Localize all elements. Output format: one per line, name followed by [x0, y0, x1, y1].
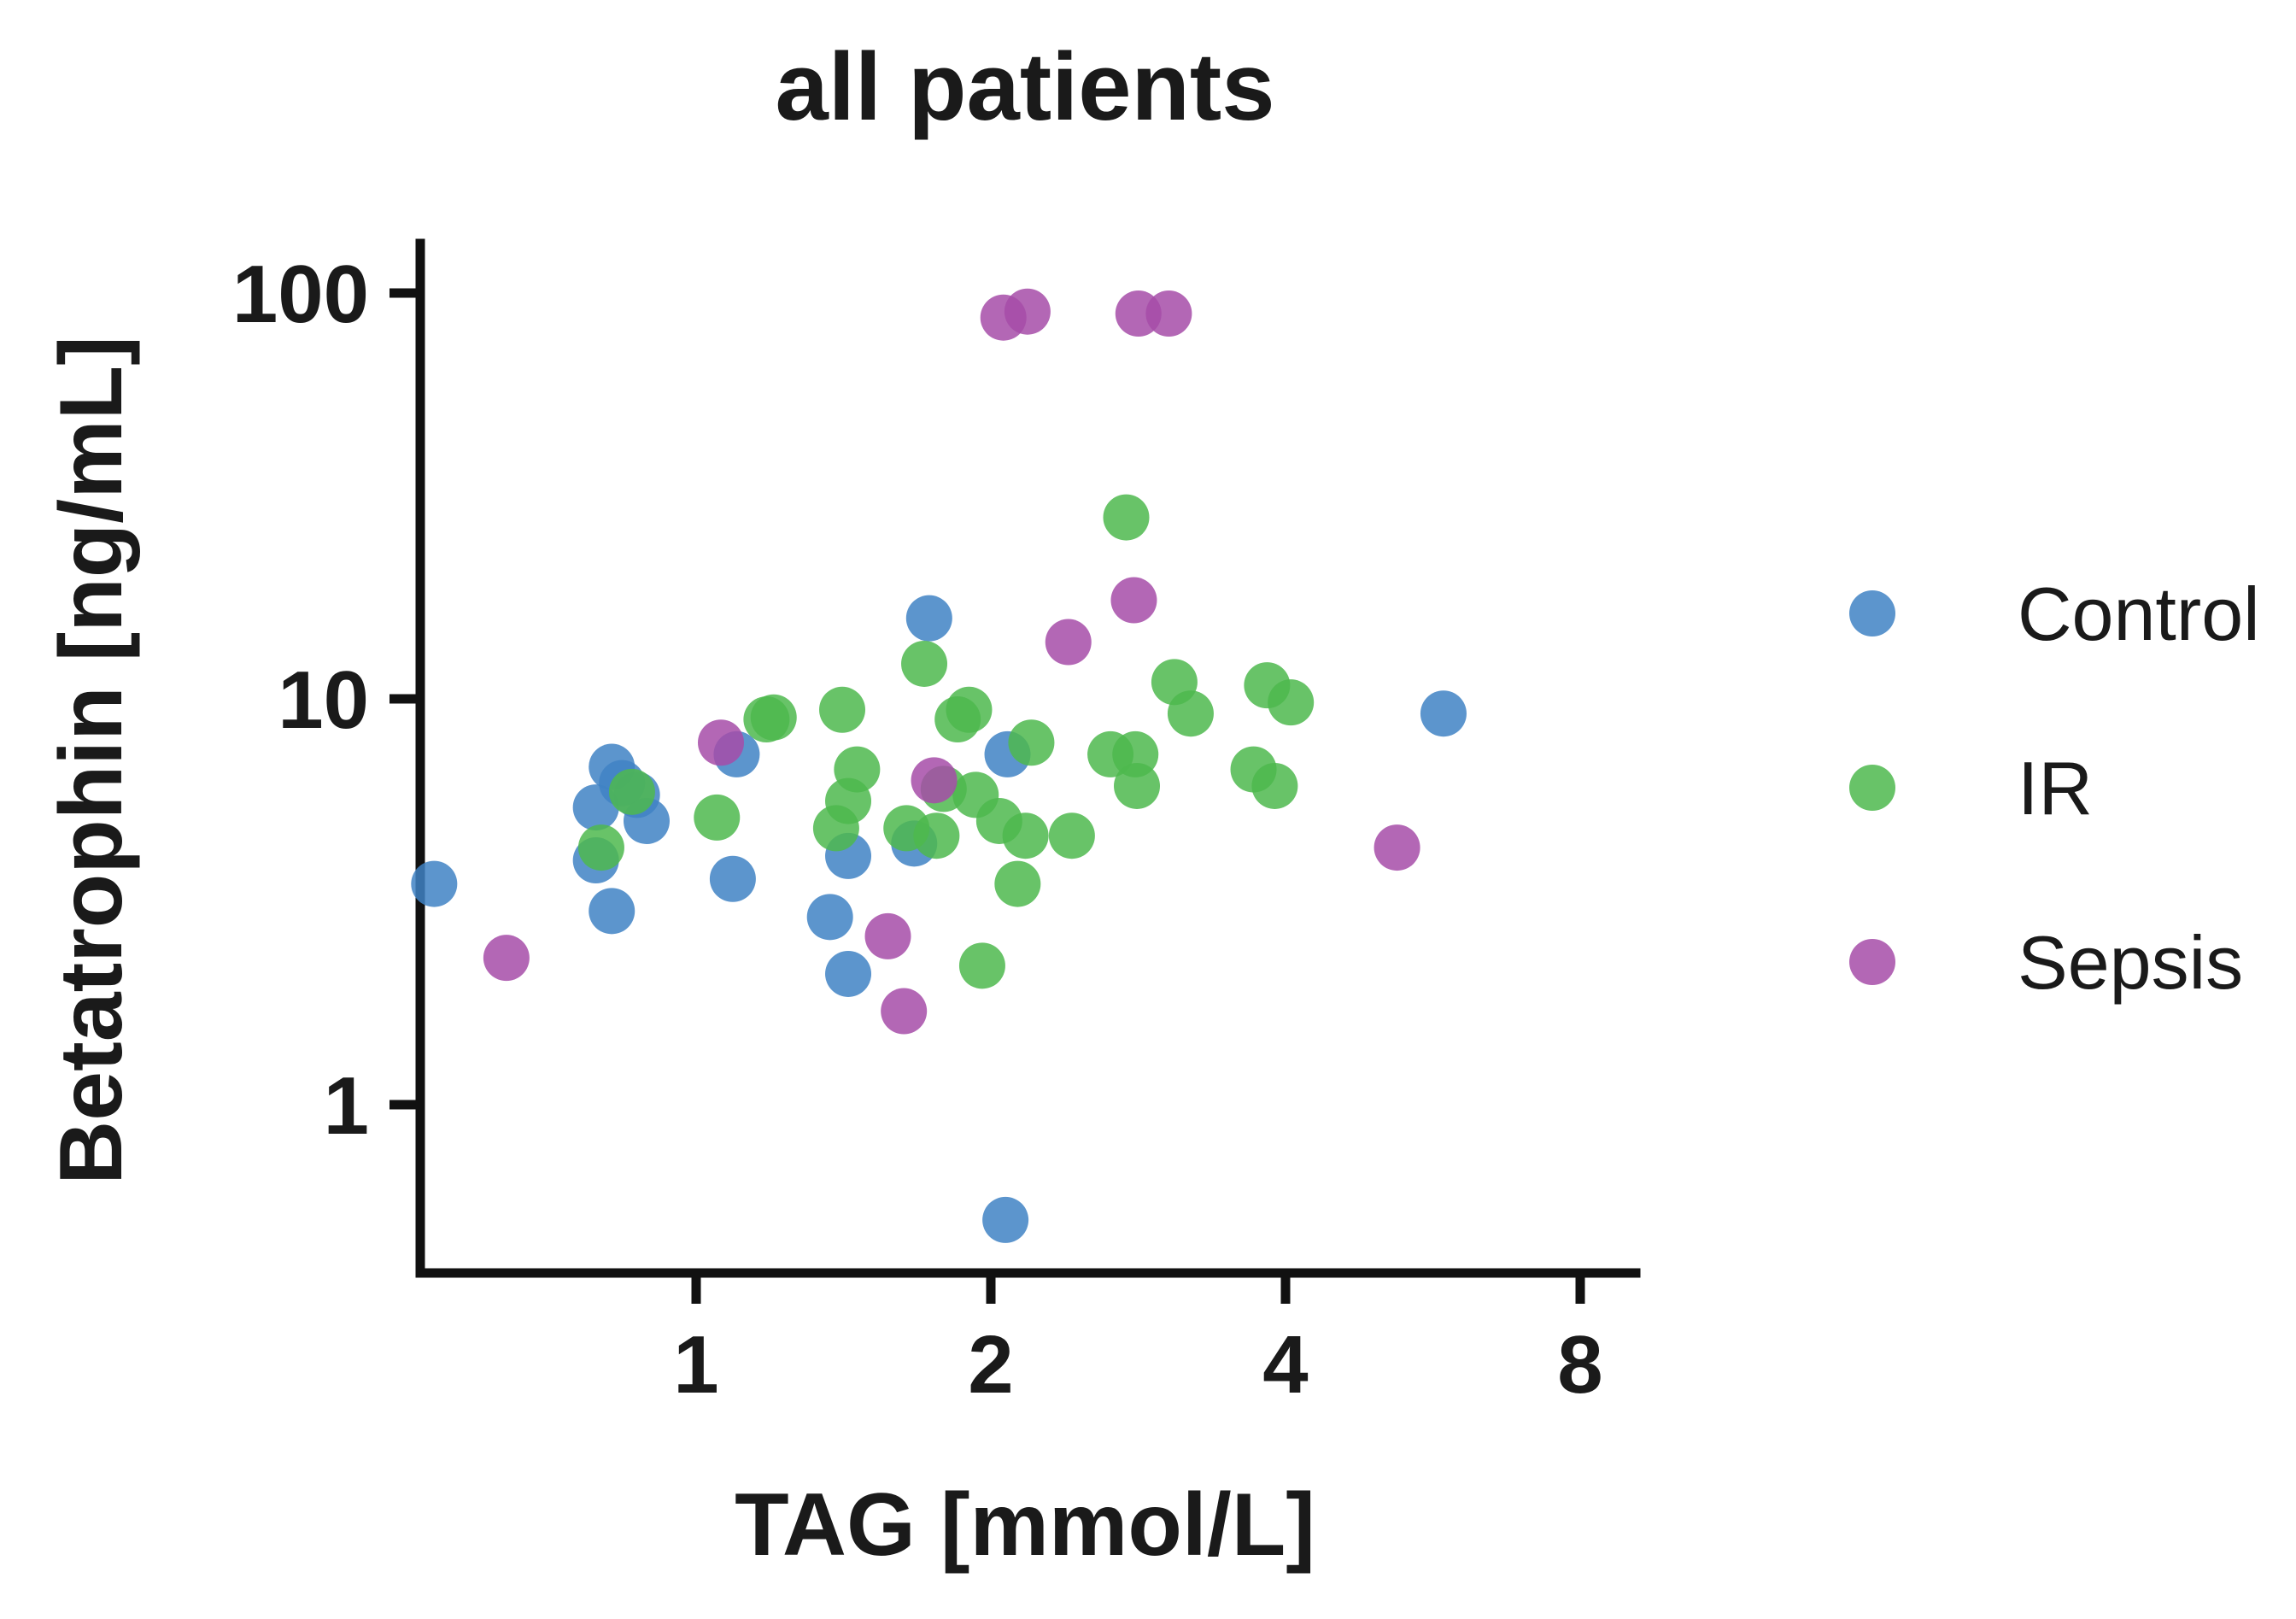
data-point-ir: [1114, 762, 1161, 809]
data-point-ir: [1008, 719, 1055, 766]
legend-label-ir: IR: [2018, 746, 2093, 830]
legend-label-sepsis: Sepsis: [2018, 920, 2243, 1005]
chart-title: all patients: [775, 33, 1274, 140]
data-point-ir: [958, 942, 1005, 989]
legend: Control IR Sepsis: [1849, 572, 2260, 1005]
data-point-ir: [913, 812, 960, 859]
data-point-ir: [994, 860, 1041, 907]
data-point-sepsis: [1045, 619, 1092, 666]
data-point-control: [589, 888, 636, 935]
legend-marker-ir: [1849, 765, 1895, 811]
x-tick-label: 8: [1557, 1319, 1602, 1411]
data-point-control: [411, 860, 458, 907]
x-tick-label: 4: [1262, 1319, 1308, 1411]
data-point-ir: [1167, 690, 1214, 737]
data-point-ir: [750, 694, 797, 741]
data-point-control: [825, 950, 872, 997]
data-point-sepsis: [881, 988, 928, 1035]
data-point-control: [982, 1196, 1029, 1243]
data-point-sepsis: [698, 719, 745, 766]
y-axis-label: Betatrophin [ng/mL]: [42, 336, 141, 1185]
data-point-ir: [901, 640, 948, 687]
data-point-sepsis: [1374, 824, 1420, 871]
data-point-ir: [608, 768, 655, 815]
data-point-sepsis: [1004, 288, 1051, 335]
data-point-sepsis: [864, 912, 911, 959]
data-point-ir: [577, 824, 624, 871]
legend-marker-control: [1849, 590, 1895, 636]
data-point-control: [806, 894, 853, 941]
x-axis-label: TAG [mmol/L]: [735, 1475, 1315, 1575]
data-point-ir: [1268, 679, 1315, 726]
y-tick-label: 10: [278, 654, 369, 746]
legend-label-control: Control: [2018, 572, 2260, 656]
legend-marker-sepsis: [1849, 939, 1895, 985]
data-point-control: [709, 855, 756, 902]
data-point-ir: [1048, 812, 1095, 859]
data-point-ir: [1103, 494, 1150, 541]
axis-lines: [415, 238, 1641, 1278]
x-tick-label: 1: [673, 1319, 718, 1411]
y-tick-label: 1: [324, 1060, 369, 1152]
data-points: [411, 288, 1467, 1243]
axes: 1 10 100 1 2 4 8: [232, 238, 1641, 1411]
y-tick-label: 100: [232, 249, 369, 340]
data-point-sepsis: [911, 757, 958, 804]
data-point-sepsis: [483, 935, 530, 982]
data-point-control: [1420, 690, 1467, 737]
data-point-ir: [819, 686, 866, 733]
data-point-sepsis: [1145, 290, 1192, 337]
data-point-sepsis: [1110, 577, 1157, 624]
data-point-control: [905, 595, 952, 642]
data-point-ir: [1251, 762, 1298, 809]
data-point-ir: [812, 805, 859, 852]
x-tick-label: 2: [968, 1319, 1013, 1411]
data-point-ir: [1002, 812, 1049, 859]
data-point-ir: [946, 686, 993, 733]
data-point-ir: [694, 794, 741, 841]
